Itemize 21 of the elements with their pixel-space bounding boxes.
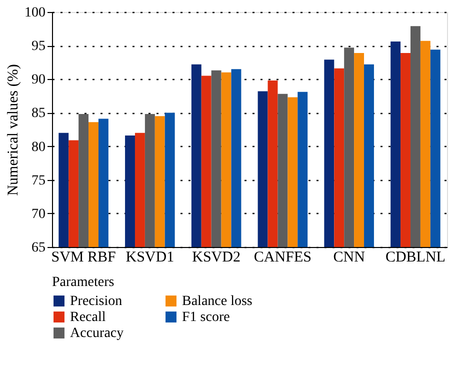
y-tick-label: 75 (32, 173, 46, 188)
x-tick-label: CANFES (254, 250, 312, 266)
legend-label: F1 score (182, 310, 230, 325)
legend-title: Parameters (52, 275, 114, 290)
y-axis-title: Numerical values (%) (6, 64, 22, 196)
y-tick-label: 80 (32, 140, 46, 155)
y-tick-label: 85 (32, 106, 46, 122)
x-tick-label: CNN (333, 250, 366, 266)
x-tick-label: SVM RBF (51, 250, 116, 266)
y-tick-label: 95 (32, 39, 46, 54)
x-tick-label: CDBLNL (385, 250, 446, 266)
legend-label: Recall (70, 310, 106, 325)
y-tick-label: 100 (24, 6, 46, 20)
legend-label: Accuracy (70, 326, 124, 341)
x-tick-label: KSVD1 (126, 250, 174, 266)
x-tick-label: KSVD2 (192, 250, 240, 266)
legend-label: Precision (70, 294, 122, 309)
y-tick-label: 70 (32, 206, 46, 222)
y-tick-label: 65 (32, 240, 46, 256)
legend-label: Balance loss (182, 294, 252, 309)
y-tick-label: 90 (32, 72, 46, 88)
